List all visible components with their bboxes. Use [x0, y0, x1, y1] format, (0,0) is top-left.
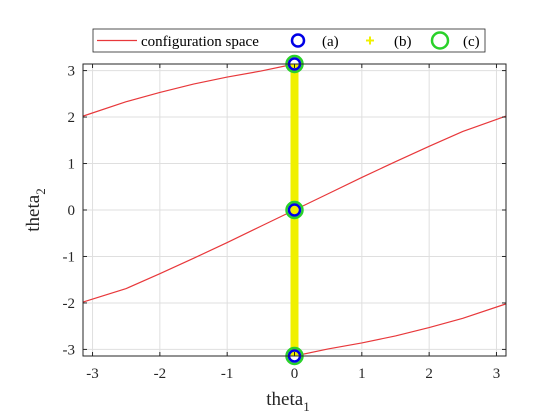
series-a-marker [287, 203, 302, 217]
x-axis-label-main: theta [266, 389, 303, 410]
configuration-space-curve [294, 303, 507, 357]
x-tick-label: -1 [221, 366, 234, 382]
series-c-marker [285, 200, 304, 220]
legend-swatch-a [290, 33, 306, 48]
legend-label-configuration-space: configuration space [141, 34, 259, 50]
y-tick-label: 2 [68, 110, 76, 126]
x-tick-label: 1 [358, 366, 366, 382]
legend-label-c: (c) [463, 34, 480, 50]
y-tick-label: 0 [68, 203, 76, 219]
x-tick-label: 3 [493, 366, 501, 382]
x-tick-label: 0 [291, 366, 299, 382]
y-axis-label-sub: 2 [33, 188, 48, 195]
configuration-space-curve [82, 63, 295, 117]
legend-label-b: (b) [394, 34, 412, 50]
x-tick-label: -3 [86, 366, 99, 382]
tick-layer [83, 64, 506, 356]
legend-label-a: (a) [322, 34, 339, 50]
y-axis-label-main: theta [23, 194, 44, 231]
y-tick-label: 1 [68, 157, 76, 173]
y-axis-label: theta2 [23, 188, 48, 231]
y-tick-label: -1 [63, 249, 76, 265]
x-tick-label: -2 [154, 366, 167, 382]
x-tick-label: 2 [425, 366, 433, 382]
x-axis-label-sub: 1 [303, 399, 310, 414]
legend-swatch-b [366, 36, 374, 45]
legend-box [92, 28, 486, 53]
legend-swatch-c [430, 31, 450, 50]
y-tick-label: -2 [63, 296, 76, 312]
legend: configuration space (a) (b) (c) [92, 28, 486, 53]
y-tick-label: -3 [63, 342, 76, 358]
x-axis-label: theta1 [266, 389, 309, 414]
tick-labels: -3 -2 -1 0 1 2 3 -3 -2 -1 0 1 2 3 [63, 64, 501, 382]
y-tick-label: 3 [68, 64, 76, 80]
